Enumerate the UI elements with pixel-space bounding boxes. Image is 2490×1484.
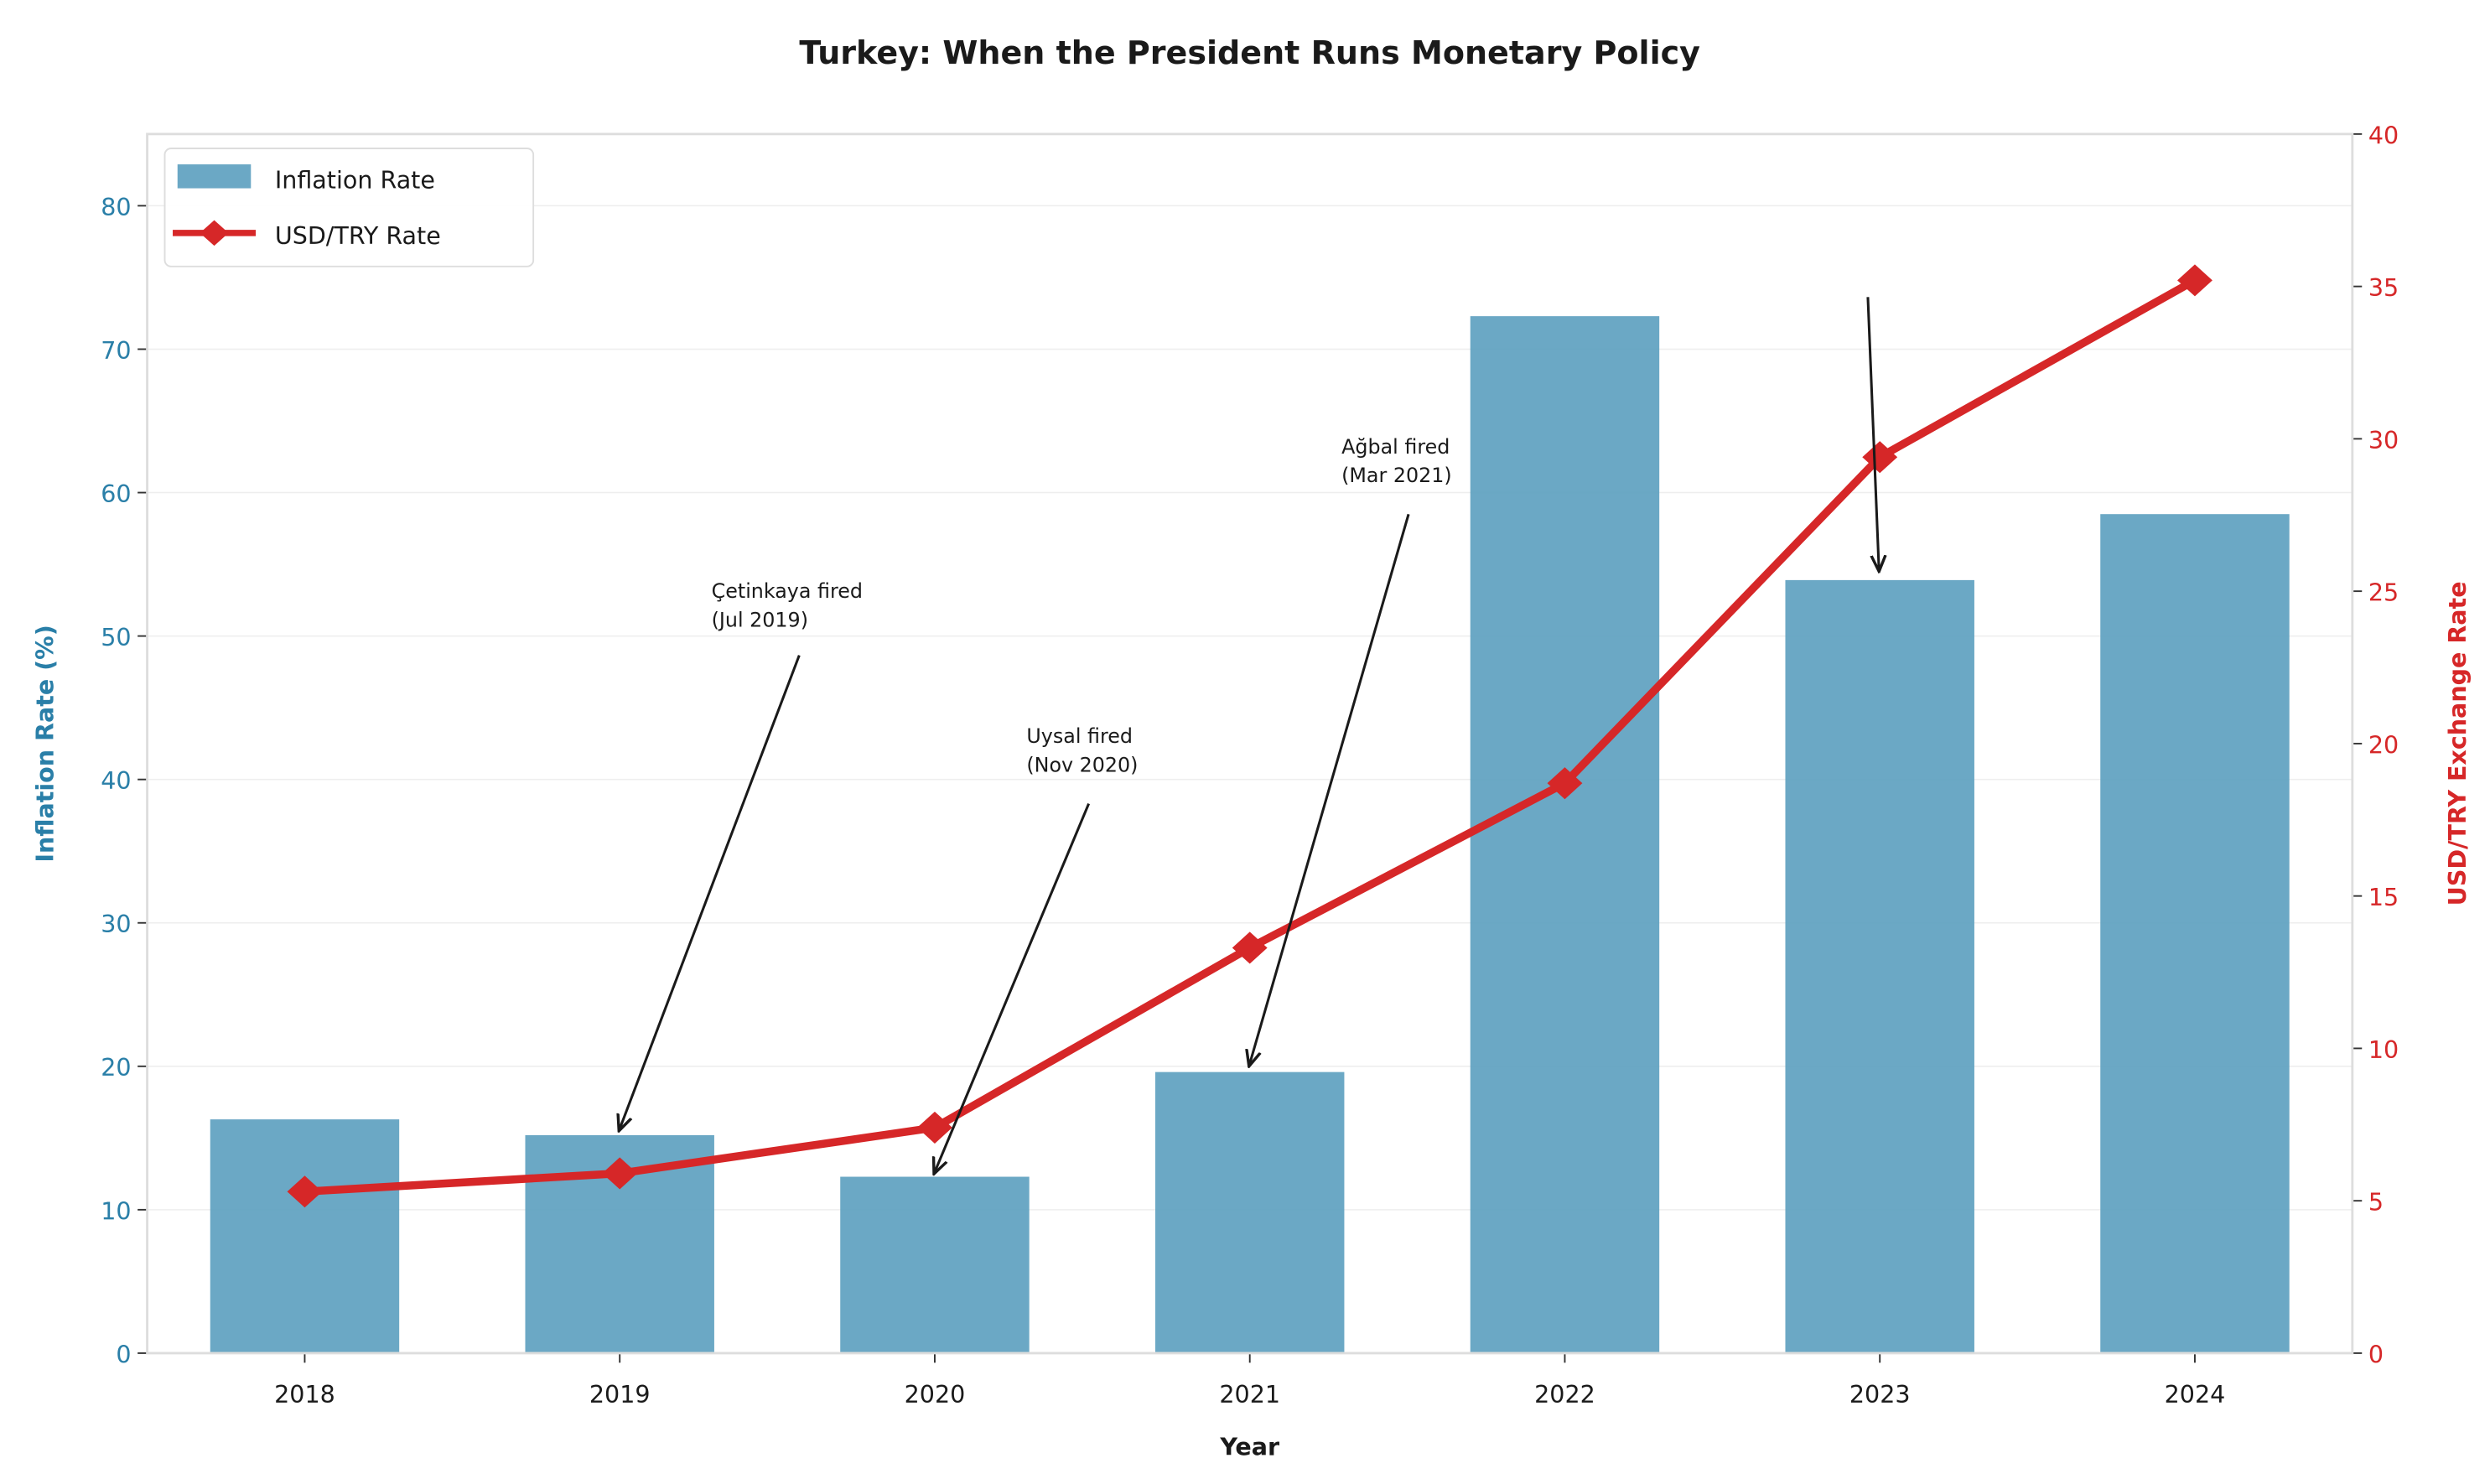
legend-box [163, 148, 535, 267]
annotation-arrow [619, 655, 801, 1131]
chart-title: Turkey: When the President Runs Monetary… [799, 34, 1700, 71]
point-2020 [917, 1111, 952, 1144]
annotation-text: Çetinkaya fired [712, 579, 863, 603]
y-right-tick-label: 20 [2368, 731, 2399, 759]
line-series [287, 264, 2212, 1208]
annotation-arrow [934, 802, 1091, 1175]
y-right-tick-label: 30 [2368, 427, 2399, 454]
annotations: Çetinkaya fired (Jul 2019) Uysal fired (Nov… [619, 297, 1927, 1175]
x-tick-label: 2024 [2165, 1381, 2226, 1409]
plot-frame [146, 132, 2354, 1355]
y-right-tick-label: 40 [2368, 122, 2399, 149]
x-tick-label: 2018 [274, 1381, 335, 1409]
bar-2024 [2100, 514, 2290, 1353]
point-2022 [1547, 767, 1583, 800]
axes: 0 10 20 30 40 50 60 70 80 0 5 10 15 20 25 30 35 40 2018 201… [101, 122, 2399, 1409]
annotation-text: (Nov 2020) [1026, 753, 1138, 776]
bar-2020 [840, 1176, 1030, 1353]
y-right-tick-label: 0 [2368, 1341, 2384, 1368]
y-left-tick-label: 10 [101, 1197, 131, 1225]
y-right-tick-label: 5 [2368, 1189, 2384, 1217]
annotation-text: (Mar 2021) [1341, 464, 1452, 487]
point-2019 [602, 1157, 638, 1190]
legend-label-inflation: Inflation Rate [275, 167, 435, 195]
y-axis-left-label: Inflation Rate (%) [31, 625, 59, 862]
x-tick-label: 2019 [589, 1381, 651, 1409]
y-left-tick-label: 40 [101, 767, 131, 795]
annotation-text: (Jul 2019) [712, 608, 808, 631]
y-right-tick-label: 15 [2368, 884, 2399, 911]
y-right-tick-label: 10 [2368, 1036, 2399, 1064]
bar-2022 [1470, 316, 1660, 1353]
point-2021 [1232, 931, 1268, 964]
point-2018 [287, 1175, 323, 1208]
x-tick-label: 2022 [1534, 1381, 1595, 1409]
bar-2018 [210, 1119, 400, 1353]
y-left-tick-label: 30 [101, 911, 131, 938]
y-right-tick-label: 35 [2368, 274, 2399, 302]
bar-2023 [1785, 579, 1974, 1353]
annotation-arrow [1249, 513, 1410, 1066]
y-left-tick-label: 70 [101, 337, 131, 365]
y-axis-right-label: USD/TRY Exchange Rate [2444, 581, 2472, 905]
x-axis-label: Year [1219, 1434, 1279, 1461]
legend-label-usdtry: USD/TRY Rate [275, 222, 441, 250]
legend-swatch-inflation [177, 164, 252, 189]
x-tick-label: 2020 [905, 1381, 966, 1409]
y-left-tick-label: 80 [101, 194, 131, 221]
y-left-tick-label: 60 [101, 480, 131, 508]
legend: Inflation Rate USD/TRY Rate [163, 148, 535, 267]
x-tick-label: 2023 [1849, 1381, 1911, 1409]
y-left-tick-label: 20 [101, 1054, 131, 1082]
bars [210, 316, 2290, 1353]
x-tick-label: 2021 [1219, 1381, 1280, 1409]
bar-2021 [1154, 1071, 1345, 1353]
point-2024 [2177, 264, 2212, 297]
annotation-arrow [1866, 297, 1879, 571]
y-right-tick-label: 25 [2368, 579, 2399, 607]
gridlines [147, 205, 2353, 1354]
annotation-text: Uysal fired [1026, 724, 1133, 748]
y-left-tick-label: 50 [101, 624, 131, 651]
annotation-text: Ağbal fired [1341, 435, 1450, 459]
y-left-tick-label: 0 [116, 1341, 131, 1368]
